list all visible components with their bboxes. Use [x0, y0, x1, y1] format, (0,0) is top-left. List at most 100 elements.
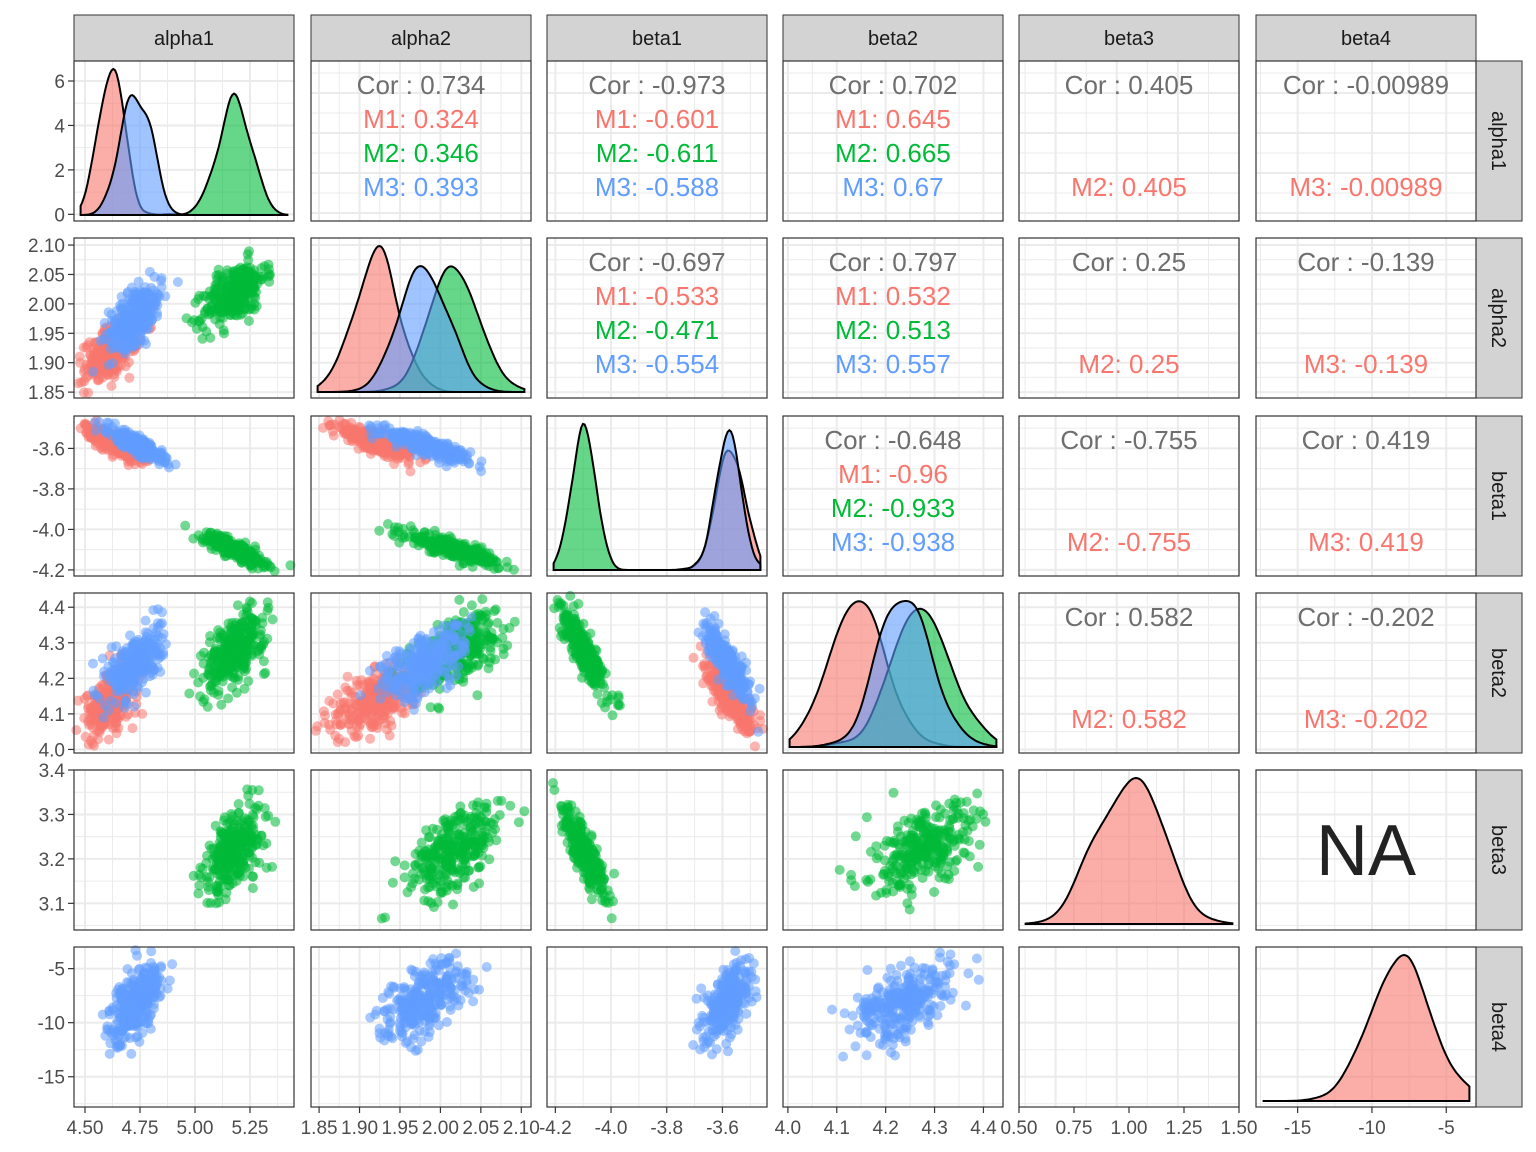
point-M1	[124, 372, 135, 383]
point-M3	[107, 358, 118, 369]
point-M1	[368, 704, 379, 714]
correlation-group-M2: M2: 0.665	[835, 138, 951, 168]
correlation-group-M1: M3: -0.139	[1304, 349, 1428, 379]
point-M1	[103, 734, 114, 745]
panel-grid	[311, 61, 531, 221]
correlation-overall: Cor : 0.734	[357, 70, 486, 100]
density-M3	[80, 94, 288, 216]
point-M3	[434, 658, 445, 669]
point-M3	[156, 275, 167, 286]
point-M1	[405, 466, 416, 477]
point-M3	[139, 304, 150, 315]
point-M2	[195, 650, 206, 661]
panel-background	[311, 61, 531, 221]
scatter-points	[75, 415, 296, 577]
point-M3	[133, 276, 144, 287]
point-M3	[129, 701, 140, 712]
point-M3	[160, 291, 171, 302]
point-M2	[206, 680, 217, 691]
panel-grid	[1256, 238, 1476, 398]
column-strip-alpha1: alpha1	[73, 14, 295, 62]
point-M2	[243, 316, 254, 326]
point-M3	[132, 315, 143, 326]
point-M3	[423, 664, 434, 675]
point-M2	[222, 265, 233, 276]
point-M3	[170, 459, 181, 470]
column-strip-label: beta2	[868, 28, 918, 50]
point-M2	[285, 560, 296, 571]
point-M3	[103, 417, 114, 428]
point-M2	[489, 563, 500, 574]
point-M3	[129, 298, 140, 309]
point-M2	[472, 690, 483, 701]
column-strip-label: alpha2	[391, 28, 451, 50]
point-M3	[120, 695, 131, 706]
point-M2	[246, 621, 257, 632]
point-M3	[157, 607, 168, 618]
panel-border	[546, 237, 768, 399]
point-M2	[262, 605, 273, 616]
panel-background	[1256, 238, 1476, 398]
row-strip-label: beta1	[1487, 471, 1509, 521]
point-M3	[416, 441, 427, 452]
correlation-group-M1: M2: -0.755	[1067, 527, 1191, 557]
row-strip-alpha1: alpha1	[1475, 60, 1523, 222]
row-strip-bg	[1475, 769, 1523, 931]
point-M3	[459, 643, 470, 654]
point-M3	[355, 690, 366, 701]
panel-beta1-beta1	[546, 415, 768, 577]
correlation-group-M2: M2: -0.611	[596, 138, 718, 168]
correlation-overall: Cor : 0.797	[829, 247, 958, 277]
point-M1	[382, 702, 392, 713]
point-M1	[340, 703, 351, 714]
panel-grid	[547, 238, 767, 398]
panel-border	[310, 237, 532, 399]
column-strip-bg	[1255, 14, 1477, 62]
point-M3	[145, 447, 156, 458]
point-M2	[184, 688, 195, 699]
point-M1	[73, 378, 84, 389]
correlation-group-M1: M1: -0.96	[838, 459, 948, 489]
point-M2	[509, 616, 520, 627]
point-M3	[151, 296, 162, 307]
point-M2	[189, 668, 199, 679]
correlation-group-M2: M2: 0.346	[363, 138, 479, 168]
point-M1	[81, 359, 92, 370]
correlation-group-M3: M3: 0.557	[835, 349, 951, 379]
point-M3	[133, 443, 143, 454]
point-M3	[140, 687, 151, 698]
point-M1	[81, 342, 92, 353]
panel-background	[783, 61, 1003, 221]
point-M3	[172, 277, 183, 287]
column-strip-label: alpha1	[154, 28, 214, 50]
point-M3	[141, 339, 151, 350]
correlation-overall: Cor : -0.755	[1060, 425, 1197, 455]
point-M1	[106, 381, 117, 391]
point-M3	[155, 447, 166, 458]
point-M3	[144, 292, 154, 303]
point-M3	[149, 665, 159, 675]
point-M2	[211, 270, 222, 281]
point-M2	[218, 547, 229, 558]
column-strip-label: beta1	[632, 28, 682, 50]
point-M3	[382, 681, 393, 692]
point-M2	[218, 325, 229, 336]
panel-beta2-alpha2	[310, 592, 532, 754]
panel-background	[783, 238, 1003, 398]
panel-background	[1256, 61, 1476, 221]
point-M2	[229, 673, 240, 684]
correlation-group-M3: M3: 0.393	[363, 172, 479, 202]
correlation-group-M1: M2: 0.405	[1071, 172, 1187, 202]
point-M3	[88, 366, 99, 377]
correlation-overall: Cor : 0.419	[1302, 425, 1431, 455]
correlation-overall: Cor : 0.25	[1072, 247, 1186, 277]
correlation-group-M1: M1: 0.532	[835, 281, 951, 311]
point-M1	[332, 689, 343, 700]
point-M1	[334, 733, 345, 744]
panel-border	[1255, 237, 1477, 399]
panel-grid	[1019, 238, 1240, 398]
point-M1	[327, 426, 338, 437]
